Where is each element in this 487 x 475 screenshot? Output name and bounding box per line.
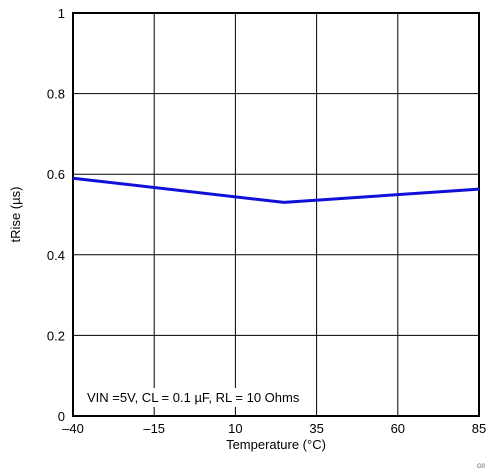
x-tick-label: –40: [62, 421, 84, 436]
y-tick-label: 1: [58, 6, 65, 21]
y-axis-label: tRise (µs): [8, 187, 23, 243]
grid: [73, 13, 479, 416]
x-tick-label: –15: [143, 421, 165, 436]
series-group: [72, 176, 480, 204]
y-tick-label: 0.4: [47, 248, 65, 263]
x-tick-label: 35: [309, 421, 323, 436]
x-tick-label: 60: [391, 421, 405, 436]
plot-frame: [72, 12, 480, 417]
y-tick-labels: 0 0.2 0.4 0.6 0.8 1: [47, 6, 65, 424]
series-line: [72, 176, 480, 204]
figure-code: G0: [477, 464, 486, 470]
y-tick-label: 0.2: [47, 328, 65, 343]
y-tick-label: 0.6: [47, 167, 65, 182]
annotation-conditions: VIN =5V, CL = 0.1 µF, RL = 10 Ohms: [87, 390, 300, 405]
y-tick-label: 0: [58, 409, 65, 424]
x-tick-label: 85: [472, 421, 486, 436]
y-tick-label: 0.8: [47, 87, 65, 102]
x-tick-label: 10: [228, 421, 242, 436]
annotation-background: [83, 388, 304, 407]
x-axis-label: Temperature (°C): [226, 437, 326, 452]
x-tick-labels: –40 –15 10 35 60 85: [62, 421, 486, 436]
